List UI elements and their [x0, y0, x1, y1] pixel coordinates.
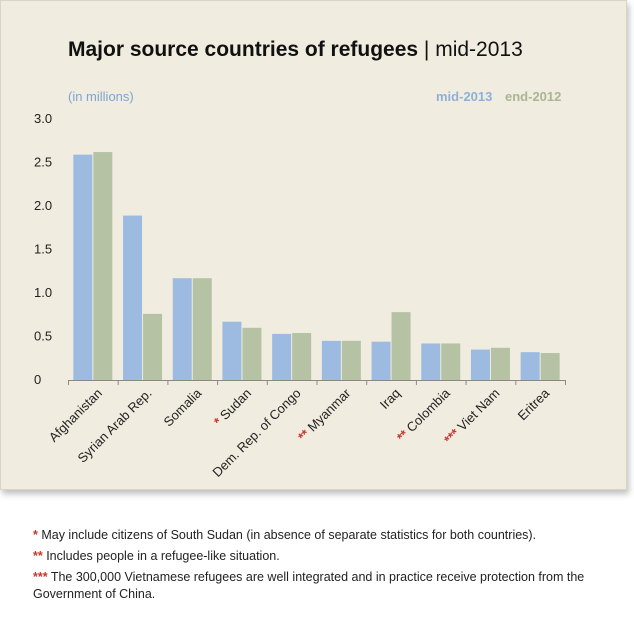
category-name: Viet Nam	[454, 386, 502, 434]
y-tick-label: 1.5	[34, 242, 52, 257]
footnote-1-mark: *	[33, 528, 38, 542]
bar-mid-2013	[470, 349, 490, 380]
bar-end-2012	[391, 312, 411, 380]
category-name: Myanmar	[305, 385, 354, 434]
footnote-1: * May include citizens of South Sudan (i…	[33, 527, 613, 544]
bar-end-2012	[143, 313, 163, 380]
legend-end-2012: end-2012	[505, 89, 562, 104]
footnote-2-mark: **	[33, 549, 43, 563]
units-label: (in millions)	[68, 89, 134, 104]
bar-mid-2013	[172, 278, 192, 380]
bar-mid-2013	[272, 333, 292, 380]
footnote-1-text: May include citizens of South Sudan (in …	[37, 528, 537, 542]
chart-title: Major source countries of refugees | mid…	[68, 38, 523, 62]
y-tick-label: 2.0	[34, 198, 52, 213]
footnote-3: *** The 300,000 Vietnamese refugees are …	[33, 569, 613, 603]
bar-mid-2013	[222, 321, 242, 380]
chart-title-suffix: | mid-2013	[418, 38, 523, 61]
category-name: Iraq	[377, 386, 403, 412]
y-tick-label: 0	[34, 372, 41, 387]
category-name: Colombia	[403, 385, 453, 435]
category-name: Sudan	[217, 386, 254, 423]
y-tick-label: 3.0	[34, 111, 52, 126]
bar-mid-2013	[371, 341, 391, 380]
bar-end-2012	[490, 347, 510, 380]
legend-mid-2013: mid-2013	[436, 89, 493, 104]
footnote-3-mark: ***	[33, 570, 48, 584]
category-name: Somalia	[161, 385, 205, 429]
bar-end-2012	[93, 152, 113, 380]
bar-end-2012	[242, 327, 262, 380]
footnote-2: ** Includes people in a refugee-like sit…	[33, 548, 613, 565]
bar-end-2012	[192, 278, 212, 380]
footnote-3-text: The 300,000 Vietnamese refugees are well…	[33, 570, 585, 601]
chart-title-main: Major source countries of refugees	[68, 38, 419, 61]
footnote-2-text: Includes people in a refugee-like situat…	[42, 549, 280, 563]
x-category-label: Eritrea	[515, 385, 553, 423]
y-tick-label: 0.5	[34, 329, 52, 344]
y-tick-label: 2.5	[34, 155, 52, 170]
x-category-label: * Sudan	[211, 386, 254, 429]
bar-mid-2013	[520, 352, 540, 380]
bar-mid-2013	[321, 340, 341, 380]
x-category-label: Dem. Rep. of Congo	[209, 386, 303, 480]
category-name: Eritrea	[515, 385, 553, 423]
footnotes: * May include citizens of South Sudan (i…	[33, 527, 613, 607]
y-tick-label: 1.0	[34, 285, 52, 300]
bar-end-2012	[441, 343, 461, 380]
bar-mid-2013	[421, 343, 441, 380]
category-name: Dem. Rep. of Congo	[209, 386, 303, 480]
x-category-label: ** Myanmar	[295, 385, 354, 444]
x-category-label: Somalia	[161, 385, 205, 429]
x-category-label: Iraq	[377, 386, 403, 412]
bar-mid-2013	[73, 154, 93, 380]
bar-mid-2013	[123, 215, 143, 380]
bar-end-2012	[292, 333, 312, 380]
bar-end-2012	[341, 340, 361, 380]
bar-end-2012	[540, 353, 560, 380]
